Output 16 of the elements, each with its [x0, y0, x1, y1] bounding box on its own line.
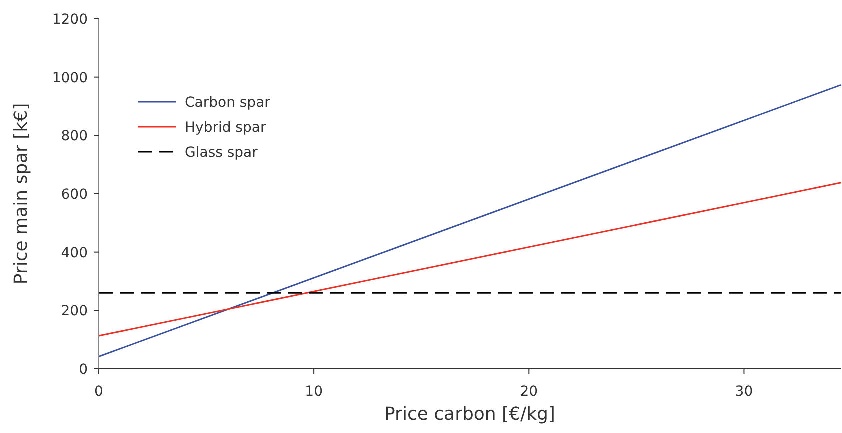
y-tick-label: 0 — [79, 362, 88, 378]
y-tick-label: 400 — [61, 245, 88, 262]
y-axis-title: Price main spar [k€] — [11, 103, 32, 285]
x-tick-label: 0 — [94, 384, 104, 400]
x-tick-label: 10 — [305, 384, 323, 400]
y-tick-label: 800 — [61, 128, 88, 145]
x-tick-label: 20 — [520, 384, 538, 400]
legend-label: Hybrid spar — [185, 120, 266, 136]
y-tick-label: 200 — [61, 304, 88, 320]
legend-label: Glass spar — [185, 145, 258, 161]
y-tick-label: 1200 — [52, 12, 88, 28]
x-axis-title: Price carbon [€/kg] — [384, 404, 556, 425]
y-tick-label: 600 — [61, 187, 88, 203]
y-tick-label: 1000 — [52, 70, 88, 86]
legend-label: Carbon spar — [185, 95, 271, 111]
x-tick-label: 30 — [735, 384, 754, 400]
